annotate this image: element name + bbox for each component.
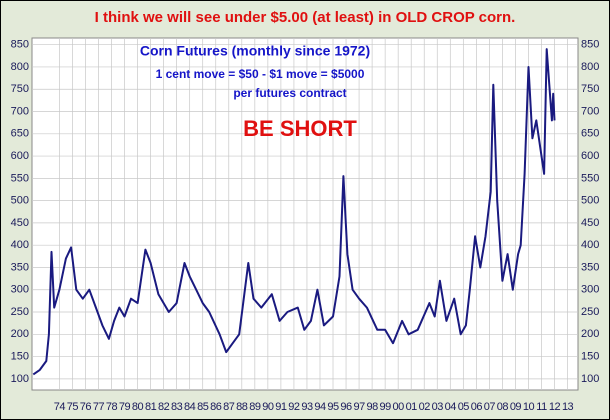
x-tick-label: 13: [562, 401, 574, 413]
y-tick-label-right: 500: [581, 195, 599, 207]
x-tick-label: 05: [458, 401, 470, 413]
y-tick-label: 150: [11, 350, 29, 362]
x-tick-label: 09: [510, 401, 522, 413]
y-tick-label: 600: [11, 150, 29, 162]
y-tick-label: 550: [11, 172, 29, 184]
chart-title: I think we will see under $5.00 (at leas…: [95, 9, 516, 26]
x-tick-label: 02: [419, 401, 431, 413]
y-tick-label: 800: [11, 61, 29, 73]
x-tick-label: 84: [184, 401, 196, 413]
annotation: per futures contract: [233, 86, 346, 100]
x-tick-label: 76: [80, 401, 92, 413]
y-tick-label-right: 150: [581, 350, 599, 362]
annotation: BE SHORT: [243, 116, 357, 141]
x-tick-label: 03: [432, 401, 444, 413]
x-tick-label: 75: [67, 401, 79, 413]
plot-area: [31, 37, 579, 391]
x-tick-label: 93: [301, 401, 313, 413]
y-tick-label: 500: [11, 195, 29, 207]
y-tick-label: 650: [11, 128, 29, 140]
y-tick-label-right: 700: [581, 105, 599, 117]
x-tick-label: 07: [484, 401, 496, 413]
y-tick-label: 400: [11, 239, 29, 251]
annotation: Corn Futures (monthly since 1972): [140, 43, 370, 59]
x-tick-label: 90: [262, 401, 274, 413]
y-tick-label-right: 550: [581, 172, 599, 184]
x-tick-label: 04: [445, 401, 457, 413]
x-tick-label: 88: [236, 401, 248, 413]
x-tick-label: 85: [197, 401, 209, 413]
annotation: 1 cent move = $50 - $1 move = $5000: [156, 67, 365, 81]
x-tick-label: 95: [327, 401, 339, 413]
y-tick-label-right: 350: [581, 261, 599, 273]
y-tick-label: 350: [11, 261, 29, 273]
y-tick-label-right: 800: [581, 61, 599, 73]
x-tick-label: 86: [210, 401, 222, 413]
x-tick-label: 77: [93, 401, 105, 413]
y-tick-label-right: 100: [581, 373, 599, 385]
y-tick-label: 100: [11, 373, 29, 385]
x-tick-label: 82: [158, 401, 170, 413]
y-tick-label-right: 650: [581, 128, 599, 140]
y-tick-label: 750: [11, 83, 29, 95]
x-tick-label: 79: [119, 401, 131, 413]
x-tick-label: 01: [406, 401, 418, 413]
y-tick-label: 200: [11, 328, 29, 340]
x-tick-label: 00: [393, 401, 405, 413]
x-tick-label: 97: [353, 401, 365, 413]
x-tick-label: 91: [275, 401, 287, 413]
y-tick-label-right: 250: [581, 306, 599, 318]
y-tick-label-right: 600: [581, 150, 599, 162]
price-line: [32, 48, 556, 376]
y-tick-label-right: 200: [581, 328, 599, 340]
x-tick-label: 11: [536, 401, 547, 413]
x-tick-label: 81: [145, 401, 157, 413]
x-tick-label: 94: [314, 401, 326, 413]
y-tick-label-right: 750: [581, 83, 599, 95]
x-tick-label: 80: [132, 401, 144, 413]
y-tick-label-right: 400: [581, 239, 599, 251]
x-tick-label: 08: [497, 401, 509, 413]
x-tick-label: 89: [249, 401, 261, 413]
y-tick-label: 850: [11, 39, 29, 51]
y-tick-label: 450: [11, 217, 29, 229]
x-tick-label: 06: [471, 401, 483, 413]
x-tick-label: 12: [549, 401, 561, 413]
y-tick-label: 700: [11, 105, 29, 117]
y-tick-label-right: 300: [581, 284, 599, 296]
x-tick-label: 99: [380, 401, 392, 413]
x-tick-label: 78: [106, 401, 118, 413]
x-tick-label: 74: [54, 401, 66, 413]
x-tick-label: 92: [288, 401, 300, 413]
y-tick-label-right: 850: [581, 39, 599, 51]
y-tick-label: 300: [11, 284, 29, 296]
y-tick-label: 250: [11, 306, 29, 318]
x-tick-label: 87: [223, 401, 235, 413]
y-tick-label-right: 450: [581, 217, 599, 229]
x-tick-label: 83: [171, 401, 183, 413]
x-tick-label: 98: [366, 401, 378, 413]
x-tick-label: 96: [340, 401, 352, 413]
x-tick-label: 10: [523, 401, 535, 413]
